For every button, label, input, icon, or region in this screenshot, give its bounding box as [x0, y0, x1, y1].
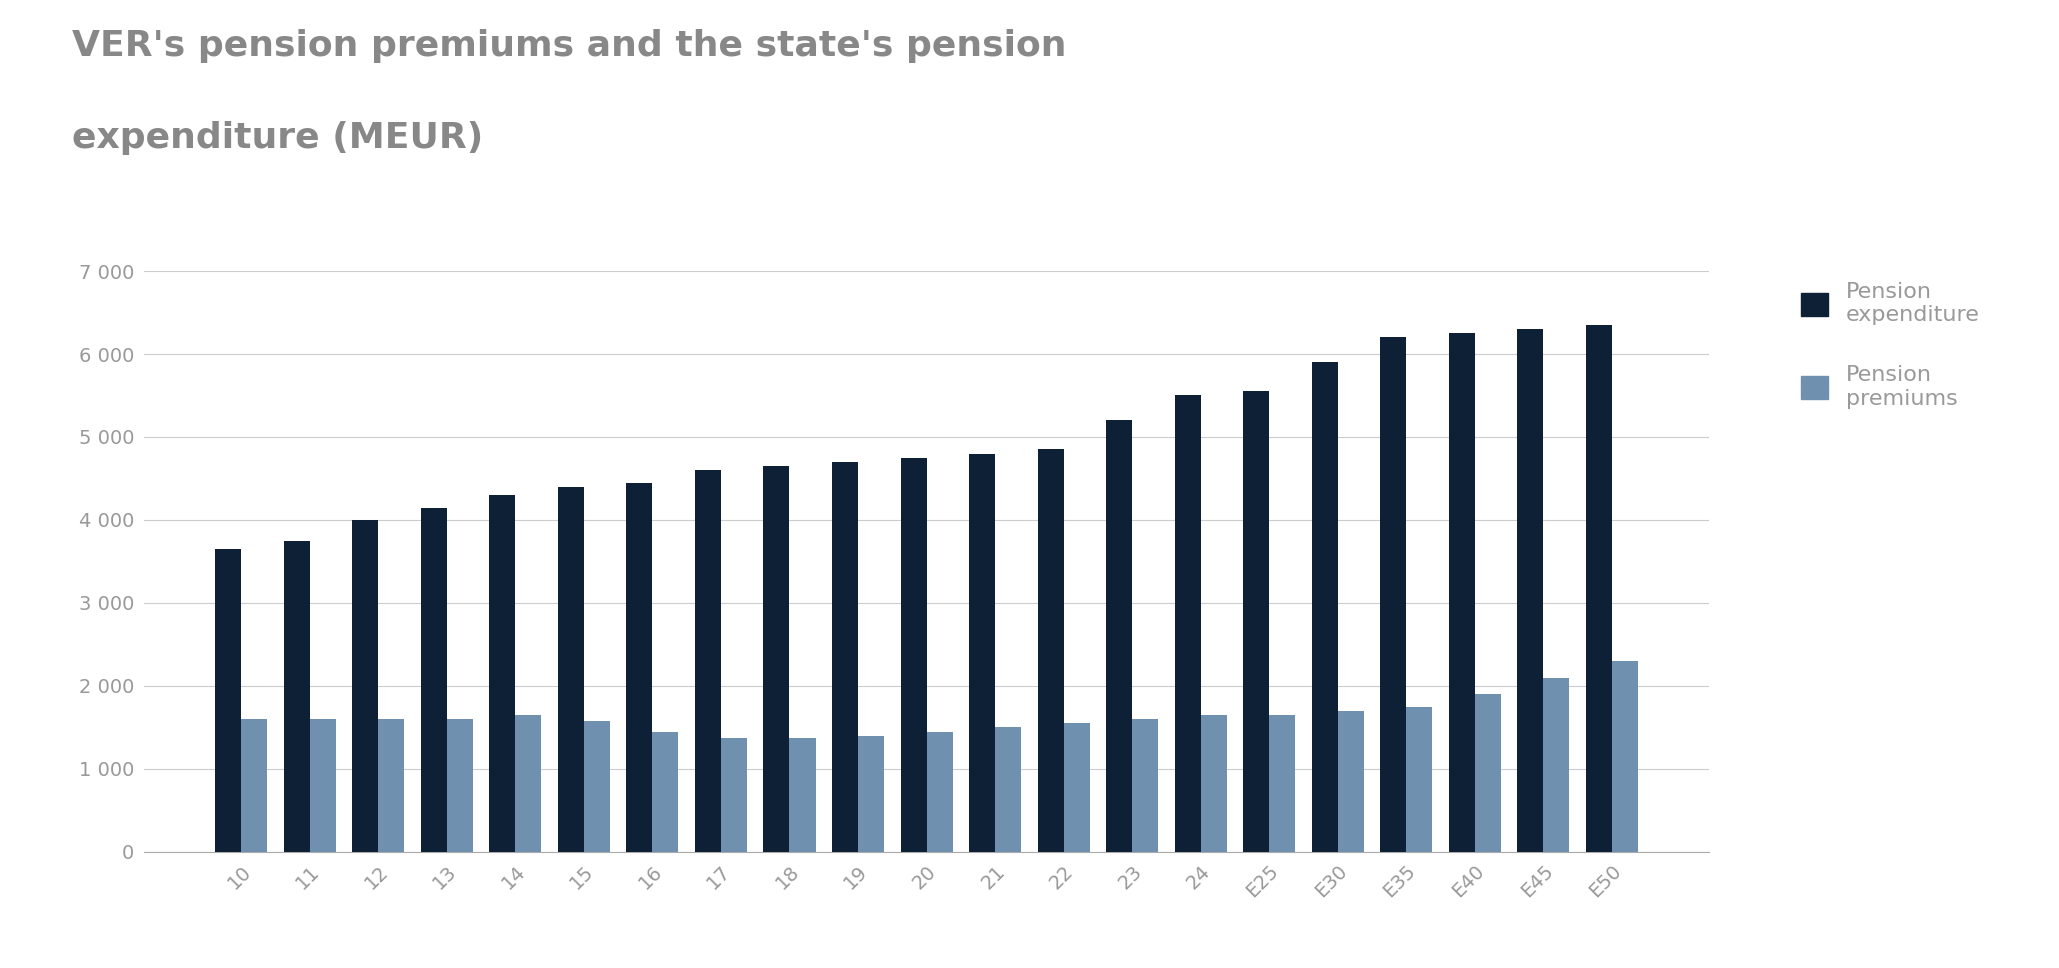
Bar	[1244, 391, 1268, 852]
Bar	[859, 736, 883, 852]
Bar	[1517, 329, 1544, 852]
Bar	[653, 732, 679, 852]
Bar	[832, 462, 859, 852]
Bar	[1380, 338, 1406, 852]
Bar	[1038, 449, 1065, 852]
Bar	[1612, 661, 1637, 852]
Bar	[970, 454, 994, 852]
Bar	[490, 495, 515, 852]
Bar	[1065, 723, 1089, 852]
Bar	[764, 466, 789, 852]
Bar	[1312, 362, 1338, 852]
Bar	[1450, 333, 1474, 852]
Bar	[1585, 325, 1612, 852]
Bar	[585, 721, 609, 852]
Bar	[284, 541, 309, 852]
Bar	[1406, 707, 1433, 852]
Bar	[1132, 719, 1157, 852]
Bar	[721, 739, 747, 852]
Bar	[216, 549, 241, 852]
Bar	[558, 487, 585, 852]
Bar	[420, 507, 447, 852]
Bar	[515, 715, 542, 852]
Bar	[994, 727, 1021, 852]
Bar	[447, 719, 474, 852]
Bar	[309, 719, 336, 852]
Bar	[1544, 678, 1569, 852]
Bar	[1200, 715, 1227, 852]
Bar	[352, 520, 379, 852]
Bar	[1338, 711, 1363, 852]
Bar	[626, 483, 653, 852]
Legend: Pension
expenditure, Pension
premiums: Pension expenditure, Pension premiums	[1802, 282, 1979, 408]
Bar	[241, 719, 268, 852]
Bar	[379, 719, 404, 852]
Text: expenditure (MEUR): expenditure (MEUR)	[72, 121, 484, 155]
Bar	[1474, 694, 1501, 852]
Bar	[1268, 715, 1295, 852]
Bar	[789, 739, 815, 852]
Bar	[696, 470, 721, 852]
Bar	[1174, 396, 1200, 852]
Text: VER's pension premiums and the state's pension: VER's pension premiums and the state's p…	[72, 29, 1067, 63]
Bar	[900, 458, 927, 852]
Bar	[1106, 420, 1132, 852]
Bar	[927, 732, 953, 852]
